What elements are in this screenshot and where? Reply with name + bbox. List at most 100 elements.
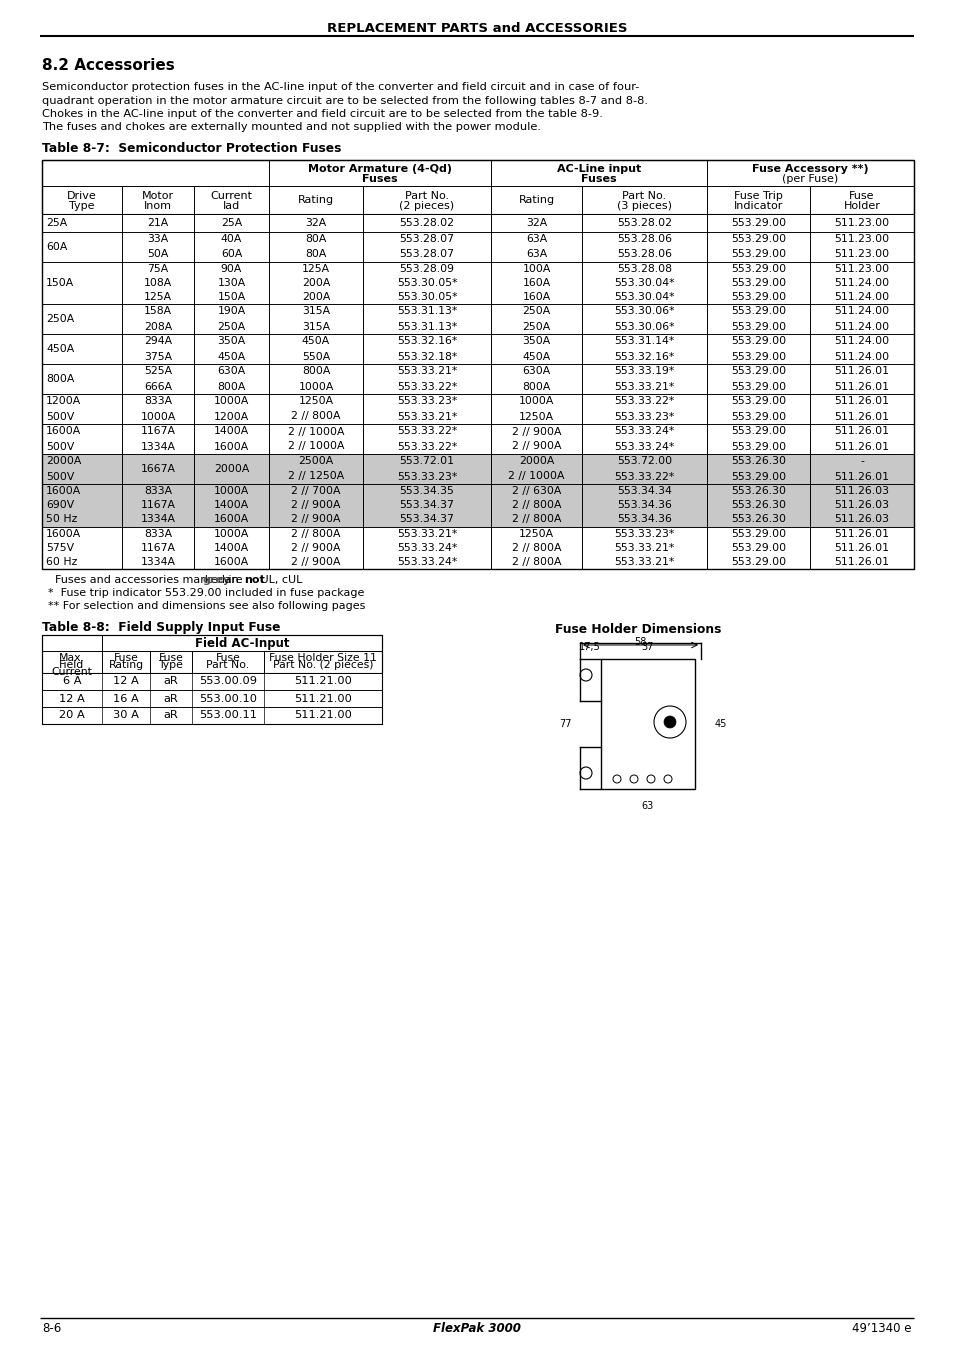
Text: 511.26.03: 511.26.03 (834, 486, 888, 496)
Text: 553.33.24*: 553.33.24* (614, 427, 674, 436)
Text: 553.26.30: 553.26.30 (730, 486, 785, 496)
Text: 553.29.00: 553.29.00 (730, 471, 785, 481)
Text: Fuse: Fuse (215, 653, 240, 663)
Bar (42, 394, 913, 424)
Text: 2 // 1000A: 2 // 1000A (288, 427, 344, 436)
Text: 6 A: 6 A (63, 677, 81, 686)
Text: 553.29.00: 553.29.00 (730, 263, 785, 274)
Text: 511.26.03: 511.26.03 (834, 500, 888, 511)
Text: Semiconductor protection fuses in the AC-line input of the converter and field c: Semiconductor protection fuses in the AC… (42, 82, 639, 92)
Text: 553.34.37: 553.34.37 (399, 500, 454, 511)
Text: 553.29.00: 553.29.00 (730, 396, 785, 407)
Text: 2000A: 2000A (213, 463, 249, 474)
Text: 553.34.35: 553.34.35 (399, 486, 454, 496)
Text: 160A: 160A (522, 278, 550, 288)
Text: 315A: 315A (301, 322, 330, 331)
Text: 1250A: 1250A (518, 412, 554, 422)
Text: 553.26.30: 553.26.30 (730, 515, 785, 524)
Text: Motor: Motor (142, 190, 173, 201)
Text: 553.29.00: 553.29.00 (730, 412, 785, 422)
Text: 525A: 525A (144, 366, 172, 377)
Text: 553.30.04*: 553.30.04* (614, 292, 674, 301)
Text: 553.29.00: 553.29.00 (730, 292, 785, 301)
Text: 553.29.00: 553.29.00 (730, 307, 785, 316)
Text: 1000A: 1000A (213, 528, 249, 539)
Text: 2 // 800A: 2 // 800A (511, 557, 560, 567)
Text: 1334A: 1334A (140, 515, 175, 524)
Text: Type: Type (70, 201, 94, 211)
Text: 2 // 630A: 2 // 630A (511, 486, 560, 496)
Text: 2 // 1250A: 2 // 1250A (288, 471, 344, 481)
Text: 150A: 150A (46, 278, 74, 288)
Text: 60 Hz: 60 Hz (46, 557, 77, 567)
Text: 63A: 63A (525, 234, 547, 245)
Text: 833A: 833A (144, 396, 172, 407)
Text: 553.32.18*: 553.32.18* (396, 351, 456, 362)
Text: 20 A: 20 A (59, 711, 85, 720)
Text: 1334A: 1334A (140, 442, 175, 451)
Text: Max.: Max. (59, 653, 85, 663)
Text: Iad: Iad (223, 201, 240, 211)
Text: 511.21.00: 511.21.00 (294, 711, 352, 720)
Text: 1250A: 1250A (298, 396, 334, 407)
Text: 553.31.13*: 553.31.13* (396, 307, 456, 316)
Text: 553.29.00: 553.29.00 (730, 528, 785, 539)
Text: 553.33.22*: 553.33.22* (614, 396, 674, 407)
Text: 553.29.00: 553.29.00 (730, 234, 785, 245)
Bar (42, 527, 913, 569)
Text: Drive: Drive (67, 190, 97, 201)
Text: 8-6: 8-6 (42, 1323, 61, 1335)
Text: 511.26.01: 511.26.01 (834, 427, 888, 436)
Text: 630A: 630A (522, 366, 550, 377)
Text: Table 8-8:  Field Supply Input Fuse: Table 8-8: Field Supply Input Fuse (42, 621, 280, 634)
Text: 190A: 190A (217, 307, 245, 316)
Text: 553.33.21*: 553.33.21* (614, 557, 674, 567)
Text: 77: 77 (558, 719, 572, 730)
Text: 1200A: 1200A (46, 396, 81, 407)
Text: 553.32.16*: 553.32.16* (396, 336, 456, 346)
Text: Current: Current (51, 667, 92, 677)
Text: 200A: 200A (301, 278, 330, 288)
Bar (42, 673, 381, 690)
Text: 450A: 450A (522, 351, 550, 362)
Text: 511.26.01: 511.26.01 (834, 396, 888, 407)
Text: 208A: 208A (144, 322, 172, 331)
Text: 2 // 900A: 2 // 900A (291, 500, 340, 511)
Text: 553.33.22*: 553.33.22* (614, 471, 674, 481)
Text: 511.24.00: 511.24.00 (834, 292, 888, 301)
Text: 553.29.00: 553.29.00 (730, 278, 785, 288)
Bar (42, 690, 381, 707)
Text: not: not (243, 576, 264, 585)
Text: 553.29.00: 553.29.00 (730, 381, 785, 392)
Text: 553.29.00: 553.29.00 (730, 218, 785, 228)
Text: 2 // 900A: 2 // 900A (291, 557, 340, 567)
Text: 130A: 130A (217, 278, 245, 288)
Text: 25A: 25A (221, 218, 242, 228)
Text: 511.26.01: 511.26.01 (834, 528, 888, 539)
Text: Fuses: Fuses (362, 174, 397, 184)
Text: AC-Line input: AC-Line input (557, 163, 640, 174)
Text: 630A: 630A (217, 366, 245, 377)
Text: 553.29.00: 553.29.00 (730, 351, 785, 362)
Text: 90A: 90A (220, 263, 242, 274)
Bar (42, 454, 913, 484)
Text: aR: aR (164, 711, 178, 720)
Text: 553.33.24*: 553.33.24* (396, 557, 456, 567)
Text: Fuse Accessory **): Fuse Accessory **) (751, 163, 868, 174)
Text: 553.33.22*: 553.33.22* (396, 381, 456, 392)
Text: 1167A: 1167A (140, 543, 175, 553)
Bar (600, 659, 695, 789)
Text: 511.23.00: 511.23.00 (834, 263, 888, 274)
Text: 511.24.00: 511.24.00 (834, 307, 888, 316)
Text: 553.33.23*: 553.33.23* (614, 528, 674, 539)
Text: 553.29.00: 553.29.00 (730, 427, 785, 436)
Text: Fuse: Fuse (158, 653, 183, 663)
Text: 30 A: 30 A (113, 711, 139, 720)
Text: 511.23.00: 511.23.00 (834, 234, 888, 245)
Text: (per Fuse): (per Fuse) (781, 174, 838, 184)
Text: 800A: 800A (301, 366, 330, 377)
Text: 553.30.05*: 553.30.05* (396, 292, 456, 301)
Text: 511.24.00: 511.24.00 (834, 322, 888, 331)
Text: 553.28.02: 553.28.02 (399, 218, 454, 228)
Bar (42, 262, 913, 304)
